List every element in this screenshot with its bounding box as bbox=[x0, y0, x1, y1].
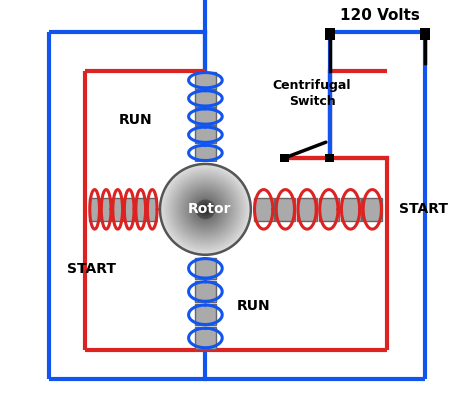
Circle shape bbox=[180, 184, 231, 235]
Bar bbox=[340, 198, 361, 221]
Bar bbox=[275, 198, 295, 221]
Circle shape bbox=[162, 166, 248, 252]
Circle shape bbox=[183, 187, 228, 231]
Circle shape bbox=[176, 180, 235, 239]
Bar bbox=[419, 28, 429, 40]
Circle shape bbox=[204, 209, 206, 210]
Text: RUN: RUN bbox=[237, 299, 271, 313]
Circle shape bbox=[191, 196, 219, 223]
Circle shape bbox=[187, 191, 224, 228]
Bar bbox=[280, 154, 289, 162]
Circle shape bbox=[161, 165, 250, 254]
Circle shape bbox=[202, 206, 209, 213]
Bar bbox=[297, 198, 317, 221]
Circle shape bbox=[199, 203, 212, 216]
Circle shape bbox=[196, 200, 215, 219]
Bar bbox=[194, 72, 216, 88]
Text: RUN: RUN bbox=[118, 113, 152, 128]
Circle shape bbox=[190, 194, 220, 224]
Circle shape bbox=[167, 171, 244, 248]
Text: 120 Volts: 120 Volts bbox=[340, 8, 419, 23]
Circle shape bbox=[160, 164, 251, 255]
Circle shape bbox=[192, 197, 218, 222]
Circle shape bbox=[202, 207, 208, 212]
Circle shape bbox=[203, 207, 208, 212]
Circle shape bbox=[197, 201, 214, 218]
Circle shape bbox=[202, 206, 209, 213]
Circle shape bbox=[201, 205, 210, 214]
Circle shape bbox=[203, 207, 207, 211]
Bar bbox=[194, 281, 216, 302]
Circle shape bbox=[205, 209, 206, 210]
Bar bbox=[319, 198, 339, 221]
Circle shape bbox=[164, 169, 246, 250]
Bar bbox=[158, 162, 253, 257]
Circle shape bbox=[201, 205, 210, 213]
Circle shape bbox=[177, 181, 233, 237]
Bar bbox=[254, 198, 273, 221]
Circle shape bbox=[179, 182, 232, 236]
Bar bbox=[194, 126, 216, 143]
Circle shape bbox=[200, 203, 211, 215]
Bar bbox=[112, 198, 123, 221]
Circle shape bbox=[175, 179, 236, 240]
Circle shape bbox=[199, 203, 212, 216]
Circle shape bbox=[171, 175, 240, 244]
Circle shape bbox=[184, 188, 227, 230]
Text: START: START bbox=[399, 202, 448, 216]
Circle shape bbox=[168, 172, 243, 246]
Circle shape bbox=[166, 170, 245, 249]
Circle shape bbox=[174, 178, 237, 241]
Bar bbox=[325, 28, 335, 40]
Circle shape bbox=[200, 203, 211, 215]
Circle shape bbox=[195, 199, 216, 220]
Bar bbox=[194, 108, 216, 125]
Circle shape bbox=[196, 200, 215, 218]
Bar bbox=[89, 198, 100, 221]
Circle shape bbox=[200, 204, 211, 214]
Bar bbox=[194, 90, 216, 107]
Bar bbox=[124, 198, 135, 221]
Bar bbox=[101, 198, 111, 221]
Circle shape bbox=[181, 185, 230, 234]
Bar bbox=[136, 198, 146, 221]
Circle shape bbox=[186, 190, 225, 229]
Text: Centrifugal
Switch: Centrifugal Switch bbox=[273, 79, 351, 108]
Text: START: START bbox=[67, 261, 116, 276]
Circle shape bbox=[198, 202, 213, 216]
Bar bbox=[194, 327, 216, 349]
Bar bbox=[326, 154, 334, 162]
Bar bbox=[147, 198, 157, 221]
Bar bbox=[194, 145, 216, 161]
Circle shape bbox=[204, 208, 207, 211]
Circle shape bbox=[201, 205, 210, 214]
Circle shape bbox=[197, 201, 214, 218]
Circle shape bbox=[188, 192, 223, 227]
Bar bbox=[194, 304, 216, 325]
Circle shape bbox=[198, 201, 213, 217]
Circle shape bbox=[197, 201, 214, 218]
Bar bbox=[194, 258, 216, 279]
Circle shape bbox=[182, 186, 228, 233]
Circle shape bbox=[194, 198, 217, 221]
Circle shape bbox=[169, 173, 242, 245]
Circle shape bbox=[172, 175, 239, 243]
Circle shape bbox=[201, 205, 210, 214]
Circle shape bbox=[164, 167, 247, 251]
Circle shape bbox=[199, 202, 212, 216]
Circle shape bbox=[173, 177, 238, 242]
Circle shape bbox=[204, 208, 207, 211]
Bar bbox=[362, 198, 383, 221]
Circle shape bbox=[203, 207, 208, 212]
Circle shape bbox=[189, 193, 222, 226]
Text: Rotor: Rotor bbox=[188, 202, 231, 216]
